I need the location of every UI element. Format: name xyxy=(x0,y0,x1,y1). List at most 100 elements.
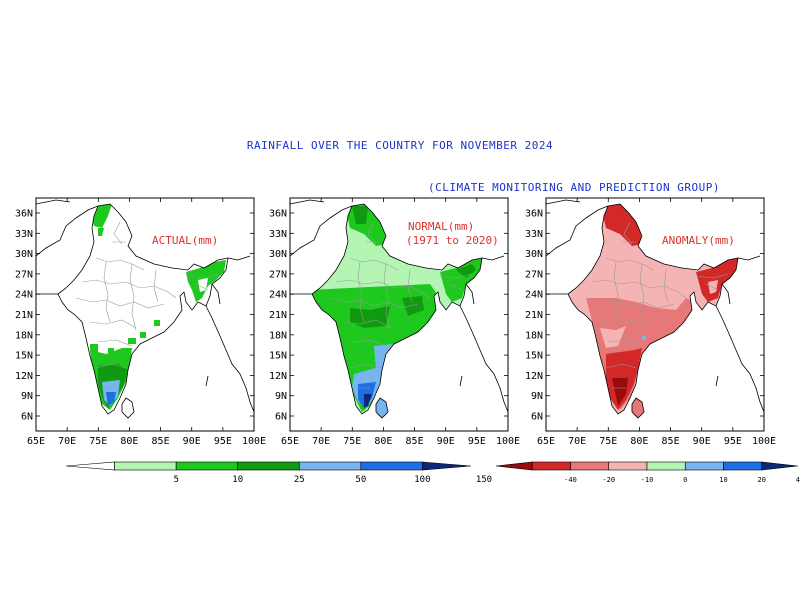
anomaly-colorbar: -40 -20 -10 0 10 20 40 xyxy=(495,461,800,484)
lon-tick-label: 75E xyxy=(343,436,361,447)
lat-tick-label: 12N xyxy=(269,371,287,382)
lon-tick-label: 80E xyxy=(630,436,648,447)
colorbar-label: 100 xyxy=(414,475,430,485)
colorbar-end-low xyxy=(495,461,533,471)
lon-tick-label: 80E xyxy=(120,436,138,447)
lat-tick-label: 30N xyxy=(15,249,33,260)
colorbar-segment xyxy=(608,461,648,471)
lon-tick-label: 95E xyxy=(468,436,486,447)
colorbar-end-high xyxy=(761,461,799,471)
lon-tick-label: 70E xyxy=(58,436,76,447)
lat-tick-label: 6N xyxy=(21,412,33,423)
lon-tick-label: 75E xyxy=(89,436,107,447)
panel-label-normal-period: (1971 to 2020) xyxy=(406,234,499,247)
lon-tick-label: 95E xyxy=(214,436,232,447)
colorbar-label: 5 xyxy=(173,475,178,485)
colorbar-segment xyxy=(684,461,724,471)
lat-tick-label: 27N xyxy=(525,269,543,280)
lon-tick-label: 70E xyxy=(312,436,330,447)
lat-tick-label: 24N xyxy=(269,290,287,301)
lat-tick-label: 24N xyxy=(15,290,33,301)
figure-subtitle: (CLIMATE MONITORING AND PREDICTION GROUP… xyxy=(428,181,721,194)
colorbar-label: 20 xyxy=(758,476,766,484)
lon-axis-actual: 65E 70E 75E 80E 85E 90E 95E 100E xyxy=(27,198,266,447)
lat-tick-label: 9N xyxy=(275,391,287,402)
lon-tick-label: 65E xyxy=(537,436,555,447)
colorbar-segment xyxy=(114,461,177,471)
colorbar-segment xyxy=(531,461,571,471)
colorbar-segment xyxy=(298,461,362,471)
lon-tick-label: 100E xyxy=(752,436,776,447)
lat-tick-label: 15N xyxy=(525,351,543,362)
lon-axis-anomaly: 65E 70E 75E 80E 85E 90E 95E 100E xyxy=(537,198,776,447)
lat-tick-label: 6N xyxy=(275,412,287,423)
colorbar-label: 150 xyxy=(476,475,492,485)
lon-tick-label: 65E xyxy=(281,436,299,447)
colorbar-label: 25 xyxy=(294,475,305,485)
lat-tick-label: 36N xyxy=(525,209,543,220)
lat-tick-label: 18N xyxy=(15,330,33,341)
lat-tick-label: 15N xyxy=(269,351,287,362)
lon-tick-label: 85E xyxy=(662,436,680,447)
lon-tick-label: 80E xyxy=(374,436,392,447)
colorbar-segment xyxy=(570,461,610,471)
lon-tick-label: 95E xyxy=(724,436,742,447)
lon-tick-label: 75E xyxy=(599,436,617,447)
normal-rainfall-map: NORMAL(mm) (1971 to 2020) 36N 33N 30N 27N 24… xyxy=(269,197,520,447)
colorbar-segment xyxy=(175,461,239,471)
lon-tick-label: 85E xyxy=(152,436,170,447)
lat-axis-normal: 36N 33N 30N 27N 24N 21N 18N 15N 12N 9N 6N xyxy=(269,209,508,423)
lat-tick-label: 21N xyxy=(269,310,287,321)
colorbar-segment xyxy=(646,461,686,471)
lon-tick-label: 70E xyxy=(568,436,586,447)
colorbar-label: -10 xyxy=(641,476,654,484)
panel-label-anomaly: ANOMALY(mm) xyxy=(662,234,735,247)
lon-tick-label: 90E xyxy=(693,436,711,447)
actual-rainfall-map: ACTUAL(mm) 36N 33N 30N 27N 24N 21N 18N 15N 12N 9N… xyxy=(15,197,266,447)
colorbar-segment xyxy=(360,461,423,471)
colorbar-end-high xyxy=(422,461,472,471)
lat-tick-label: 9N xyxy=(531,391,543,402)
lat-tick-label: 36N xyxy=(269,209,287,220)
lat-tick-label: 30N xyxy=(525,249,543,260)
lon-tick-label: 100E xyxy=(242,436,266,447)
colorbar-end-low xyxy=(65,461,115,471)
panel-label-actual: ACTUAL(mm) xyxy=(152,234,218,247)
figure-title: RAINFALL OVER THE COUNTRY FOR NOVEMBER 2… xyxy=(246,139,554,152)
colorbar-label: 40 xyxy=(796,476,800,484)
lon-tick-label: 100E xyxy=(496,436,520,447)
anomaly-rainfall-map: ANOMALY(mm) 36N 33N 30N 27N 24N 21N 18N 15N 12N 9… xyxy=(525,197,776,447)
colorbar-label: 0 xyxy=(683,476,687,484)
lat-tick-label: 12N xyxy=(525,371,543,382)
rainfall-colorbar: 5 10 25 50 100 150 xyxy=(65,461,492,485)
lon-axis-normal: 65E 70E 75E 80E 85E 90E 95E 100E xyxy=(281,198,520,447)
lat-tick-label: 12N xyxy=(15,371,33,382)
lat-tick-label: 27N xyxy=(15,269,33,280)
lat-tick-label: 21N xyxy=(525,310,543,321)
lat-tick-label: 24N xyxy=(525,290,543,301)
colorbar-segment xyxy=(237,461,300,471)
lat-tick-label: 27N xyxy=(269,269,287,280)
lat-axis-actual: 36N 33N 30N 27N 24N 21N 18N 15N 12N 9N 6N xyxy=(15,209,254,423)
lon-tick-label: 90E xyxy=(437,436,455,447)
lat-tick-label: 18N xyxy=(525,330,543,341)
lat-tick-label: 6N xyxy=(531,412,543,423)
lat-tick-label: 36N xyxy=(15,209,33,220)
lat-tick-label: 15N xyxy=(15,351,33,362)
lat-tick-label: 33N xyxy=(15,229,33,240)
lon-tick-label: 85E xyxy=(406,436,424,447)
lat-tick-label: 9N xyxy=(21,391,33,402)
colorbar-label: -20 xyxy=(602,476,615,484)
panel-label-normal: NORMAL(mm) xyxy=(408,220,474,233)
colorbar-label: -40 xyxy=(564,476,577,484)
colorbar-segment xyxy=(723,461,763,471)
lat-tick-label: 21N xyxy=(15,310,33,321)
lon-tick-label: 65E xyxy=(27,436,45,447)
lat-tick-label: 33N xyxy=(525,229,543,240)
lat-tick-label: 18N xyxy=(269,330,287,341)
lon-tick-label: 90E xyxy=(183,436,201,447)
colorbar-label: 10 xyxy=(232,475,243,485)
colorbar-label: 10 xyxy=(719,476,727,484)
lat-tick-label: 33N xyxy=(269,229,287,240)
